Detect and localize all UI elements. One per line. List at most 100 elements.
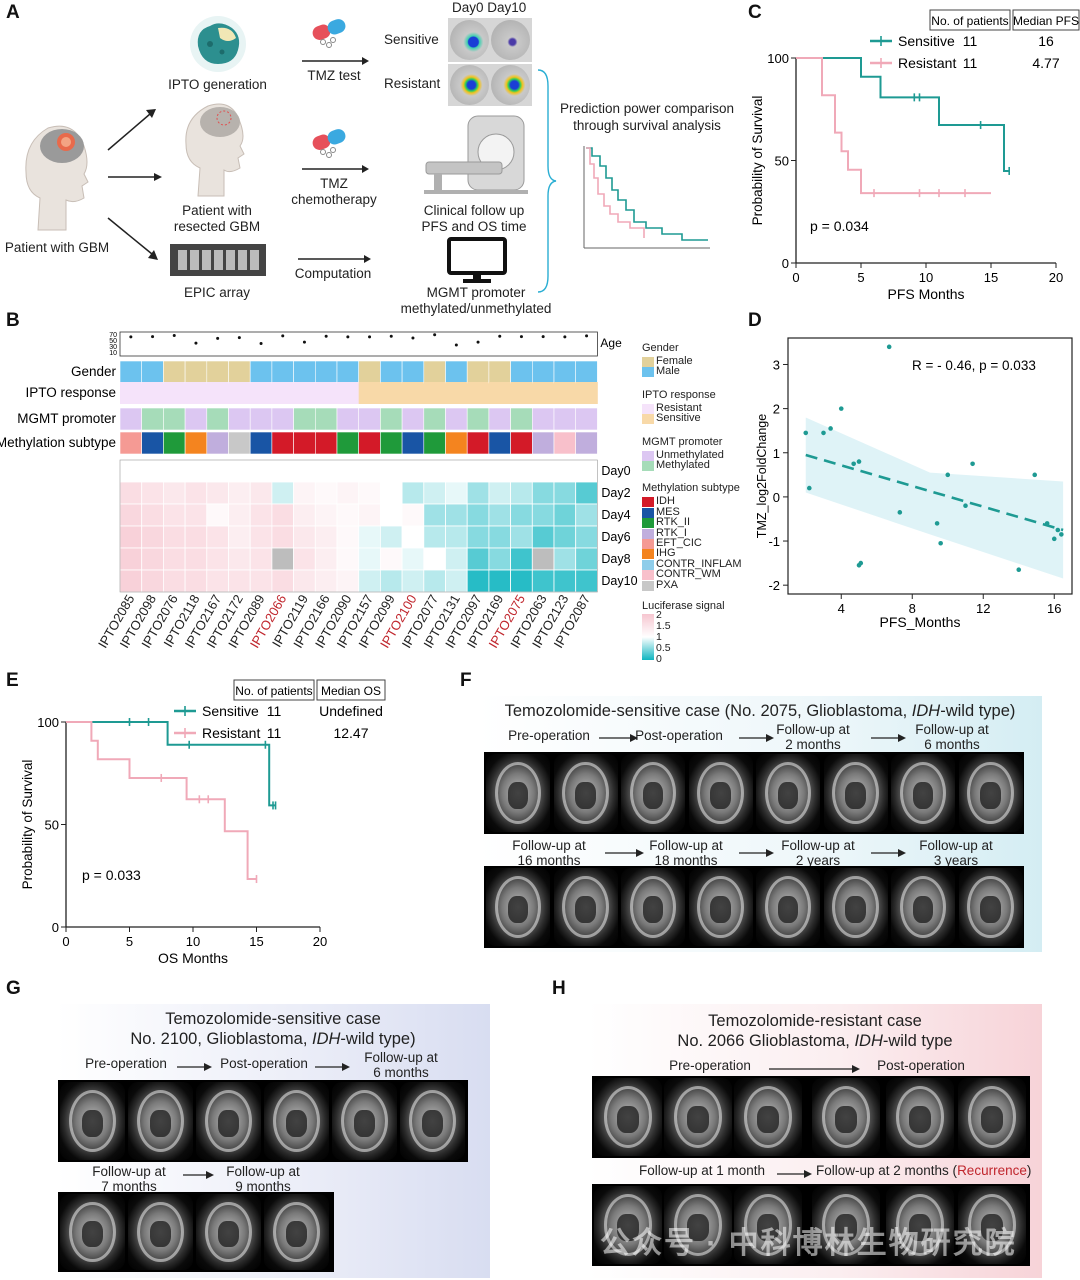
luciferase-cell [249,547,273,571]
gender-cell [575,360,598,384]
luciferase-cell [249,503,273,527]
panel-h-mri-scan [594,1186,662,1264]
scatter-point [970,461,975,467]
panel-f-mri-scan [621,754,685,832]
luciferase-cell [336,569,360,593]
luciferase-cell [293,503,316,527]
luciferase-cell [445,459,468,483]
luciferase-cell [553,481,577,505]
panel-h-mri-scan [886,1186,954,1264]
scatter-point [851,461,856,467]
luciferase-cell [553,547,577,571]
panel-f-mri-scan [621,868,685,946]
arrow [871,849,906,857]
arrow [315,1063,350,1071]
panel-g-mri-scan [400,1082,465,1160]
legend-item-label: Sensitive [656,412,701,425]
panel-f-mri-scan [688,754,753,832]
legend-item-label: Unmethylated [656,448,724,461]
arrow-head [766,734,774,742]
panel-f-mri-scan [486,868,550,946]
scatter-plot-correlation: 4 8 12 16-2-10123PFS_MonthsTMZ_log2FoldChan… [755,337,1073,630]
luciferase-cell [228,503,251,527]
ipto-generation-label: IPTO generation [168,77,267,92]
scatter-point [828,426,833,431]
median-value: 12.47 [333,725,368,741]
km-curve-resistant [796,57,991,195]
luciferase-cell [445,547,468,571]
age-point [585,334,589,338]
panel-h-title-2: No. 2066 Glioblastoma, IDH-wild type [677,1032,953,1050]
gender-cell [358,360,381,384]
x-axis-label: OS Months [158,950,228,966]
luciferase-cell [466,569,490,593]
arrow [605,849,644,857]
panel-label-a: A [6,2,20,23]
luciferase-cell [466,547,490,571]
legend-swatch [642,549,654,560]
methyl-subtype-cell [141,431,164,455]
colorbar-tick: 2 [656,609,662,621]
ipto-cell [423,382,446,404]
epic-array-chip-icon [170,244,266,276]
timepoint-label: Follow-up at 3 years [919,838,993,868]
gender-cell [249,360,273,384]
methyl-subtype-cell [488,431,511,455]
ipto-cell [532,382,555,404]
arrow-head [766,849,774,857]
x-tick-label: 10 [919,270,933,285]
age-point [411,336,415,340]
legend-item-label: Female [656,355,693,367]
mgmt-cell [423,407,446,431]
luciferase-cell [314,481,338,505]
luciferase-cell [249,459,273,483]
x-axis-label: PFS_Months [880,614,961,630]
methyl-subtype-cell [228,431,251,455]
panel-label-f: F [460,670,472,691]
y-tick-label: 50 [775,154,789,169]
legend-item-label: RTK_I [656,526,687,539]
panel-f-mri-scan [891,754,955,832]
gender-cell [553,360,577,384]
methyl-subtype-cell [249,431,273,455]
luciferase-cell [314,547,338,571]
mgmt-cell [531,407,555,431]
legend-item-label: Male [656,365,680,378]
scatter-point [1044,521,1050,526]
luciferase-cell [162,547,186,571]
luciferase-cell [575,569,598,593]
p-value: p = 0.034 [810,218,869,234]
luciferase-cell [466,459,490,483]
day-header: Day0 Day10 [452,0,527,15]
legend-item-label: IDH [656,495,675,508]
methyl-subtype-cell [206,431,229,455]
ipto-cell [206,382,229,404]
methyl-subtype-cell [423,431,446,455]
arrow-head [898,734,906,742]
luciferase-cell [531,525,555,549]
age-tick: 50 [109,338,117,345]
panel-f-mri-scan [688,868,753,946]
panel-g-mri-scan [196,1194,261,1270]
timepoint-label: Follow-up at 2 years [781,838,855,868]
timepoint-label: Pre-operation [508,728,590,743]
prediction-label: Prediction power comparison through surv… [559,101,735,133]
y-tick-label: 100 [767,51,789,66]
y-tick-label: 50 [45,818,59,833]
table-header: No. of patients [931,14,1008,28]
day-label: Day8 [601,552,630,566]
luciferase-cell [575,481,598,505]
luciferase-cell [466,481,490,505]
methyl-subtype-cell [380,431,403,455]
panel-g-title-1: Temozolomide-sensitive case [165,1010,381,1028]
x-tick-label: 5 [126,934,133,949]
methyl-subtype-cell [271,431,294,455]
panel-h-mri-scan [958,1186,1026,1264]
legend-swatch [642,518,654,529]
table-header: Median PFS [1013,14,1079,28]
age-point [324,334,328,338]
mgmt-cell [228,407,251,431]
luciferase-cell [445,569,468,593]
luciferase-cell [531,503,555,527]
timepoint-label: Follow-up at 18 months [649,838,723,868]
